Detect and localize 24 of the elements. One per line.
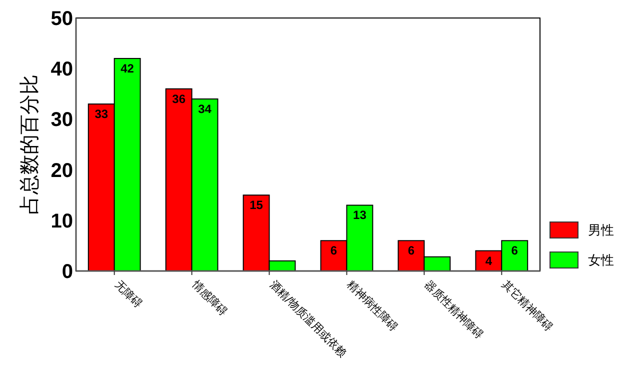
data-label: 6 (511, 244, 518, 258)
x-tick-label: 其它精神障碍 (500, 278, 556, 334)
x-tick-label: 无障碍 (112, 278, 145, 310)
data-label: 15 (250, 198, 264, 212)
x-tick-label: 器质性精神障碍 (422, 278, 486, 342)
legend-label: 男性 (588, 224, 614, 239)
y-tick-label: 50 (50, 8, 73, 30)
y-tick-label: 10 (50, 210, 73, 232)
x-tick-label: 精神病性障碍 (344, 278, 400, 334)
data-label: 13 (353, 208, 367, 222)
y-tick-label: 0 (62, 261, 73, 283)
y-axis-title: 占总数的百分比 (17, 74, 41, 214)
data-label: 4 (485, 254, 492, 268)
data-label: 34 (198, 102, 212, 116)
y-tick-label: 40 (50, 58, 73, 81)
data-label: 42 (120, 61, 134, 76)
y-tick-label: 30 (50, 109, 73, 132)
legend-label: 女性 (588, 254, 614, 269)
data-label: 6 (408, 244, 415, 258)
data-label: 33 (94, 107, 108, 122)
data-label: 6 (330, 244, 338, 258)
data-label: 36 (172, 92, 186, 106)
x-tick-label: 情感障碍 (188, 277, 230, 318)
y-tick-label: 20 (50, 160, 73, 182)
